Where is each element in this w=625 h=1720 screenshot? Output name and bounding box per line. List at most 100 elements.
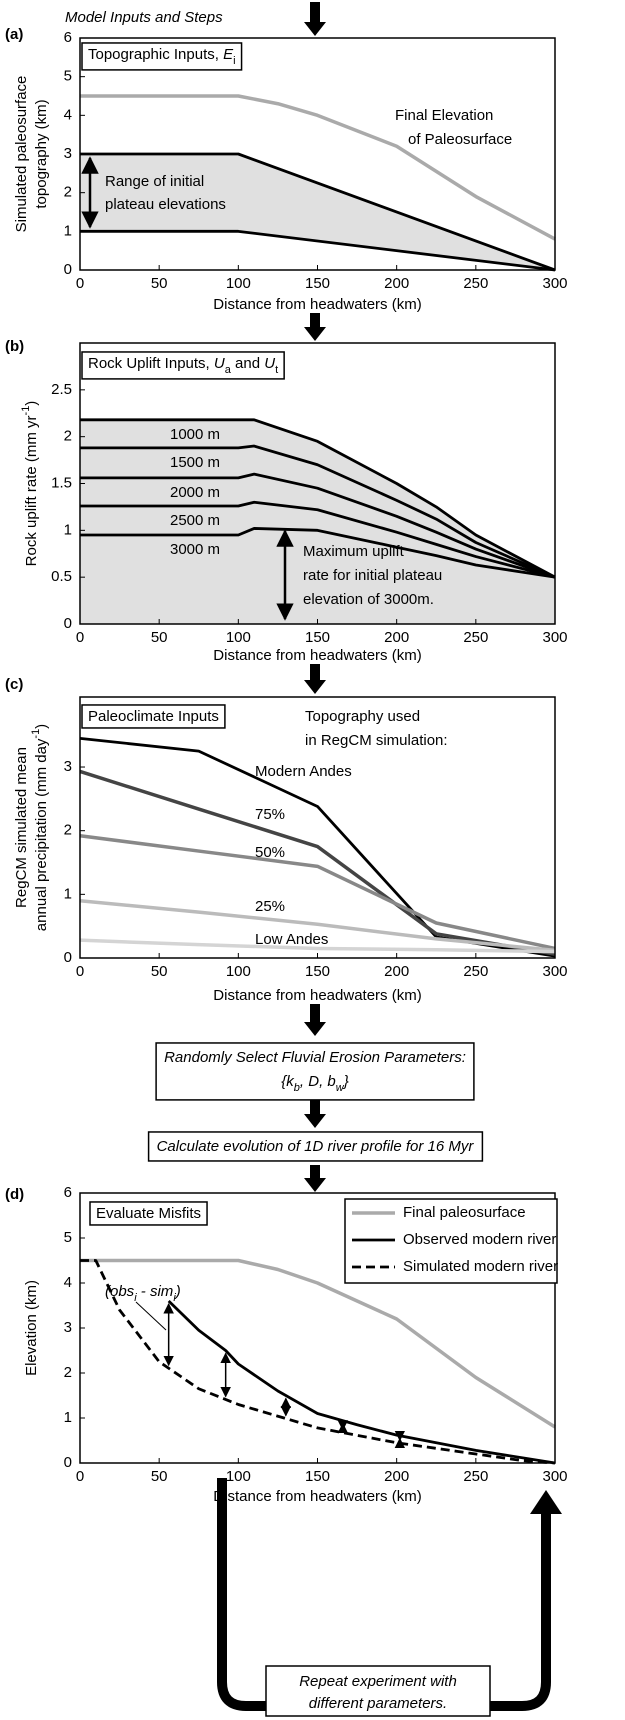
flow-arrow: [304, 2, 326, 36]
x-tick-label: 150: [305, 1468, 330, 1485]
y-tick-label: 1: [64, 521, 72, 538]
annotation: Evaluate Misfits: [96, 1205, 201, 1222]
series-line: [80, 1258, 556, 1429]
text-run: - sim: [137, 1283, 174, 1300]
text-run: -1: [30, 729, 42, 739]
flow-arrow: [304, 1094, 326, 1128]
legend-label: Final paleosurface: [403, 1204, 526, 1221]
x-tick-label: 100: [226, 1468, 251, 1485]
panel-label: (a): [5, 26, 23, 43]
annotation: Paleoclimate Inputs: [88, 708, 219, 725]
y-tick-label: 1: [64, 885, 72, 902]
series-label: 2000 m: [170, 484, 220, 501]
y-tick-label: 2: [64, 184, 72, 201]
x-tick-label: 100: [226, 963, 251, 980]
y-tick-label: 3: [64, 1319, 72, 1336]
flow-box: [155, 1042, 475, 1101]
series-label: 50%: [255, 844, 285, 861]
x-tick-label: 50: [151, 963, 168, 980]
x-tick-label: 0: [76, 629, 84, 646]
series-line: [80, 152, 556, 272]
x-tick-label: 250: [463, 963, 488, 980]
x-axis-label: Distance from headwaters (km): [213, 1488, 421, 1505]
flow-arrow: [304, 1165, 326, 1192]
y-tick-label: 0.5: [51, 568, 72, 585]
panel-label: (c): [5, 676, 23, 693]
y-tick-label: 0: [64, 949, 72, 966]
y-tick-label: 4: [64, 1274, 72, 1291]
text-run: Rock Uplift Inputs,: [88, 355, 214, 372]
series-label: Low Andes: [255, 931, 328, 948]
series-line: [80, 527, 556, 579]
y-tick-label: 5: [64, 68, 72, 85]
panel-label: (d): [5, 1186, 24, 1203]
y-axis-label: Simulated paleosurface: [13, 76, 30, 233]
x-tick-label: 200: [384, 275, 409, 292]
text-run: -1: [20, 406, 32, 416]
series-line: [80, 472, 556, 579]
annotation: Range of initial: [105, 173, 204, 190]
series-label: 75%: [255, 806, 285, 823]
series-line: [79, 898, 556, 953]
text-run: E: [223, 46, 234, 63]
flow-step-text: Randomly Select Fluvial Erosion Paramete…: [164, 1049, 466, 1066]
text-run: w: [336, 1082, 345, 1094]
loop-arrow: [488, 1512, 551, 1711]
x-tick-label: 50: [151, 1468, 168, 1485]
text-run: ): [33, 724, 50, 729]
y-tick-label: 2: [64, 822, 72, 839]
x-tick-label: 200: [384, 629, 409, 646]
x-tick-label: 200: [384, 963, 409, 980]
annotation: Topographic Inputs, Ei: [88, 46, 236, 67]
x-tick-label: 100: [226, 275, 251, 292]
y-tick-label: 0: [64, 261, 72, 278]
annotation: rate for initial plateau: [303, 567, 442, 584]
text-run: Topographic Inputs,: [88, 46, 223, 63]
flow-arrow: [304, 1004, 326, 1036]
y-tick-label: 6: [64, 29, 72, 46]
series-label: 2500 m: [170, 512, 220, 529]
text-run: U: [264, 355, 275, 372]
x-tick-label: 300: [542, 963, 567, 980]
text-run: }: [342, 1073, 349, 1090]
label-box: [81, 351, 285, 380]
series-line: [80, 444, 556, 579]
annotation: elevation of 3000m.: [303, 591, 434, 608]
text-run: ): [23, 401, 40, 406]
y-tick-label: 0: [64, 1454, 72, 1471]
series-line: [80, 500, 556, 579]
flow-step-text: {kb, D, bw}: [281, 1073, 348, 1094]
text-run: i: [173, 1292, 176, 1304]
series-line: [80, 1259, 556, 1465]
annotation: Topography used: [305, 708, 420, 725]
text-run: annual precipitation (mm day: [33, 738, 50, 931]
y-axis-label: topography (km): [33, 99, 50, 208]
text-run: b: [294, 1082, 300, 1094]
x-tick-label: 50: [151, 275, 168, 292]
flow-box: [147, 1131, 484, 1162]
x-tick-label: 0: [76, 1468, 84, 1485]
annotation: in RegCM simulation:: [305, 732, 448, 749]
series-label: 1000 m: [170, 426, 220, 443]
text-run: {k: [281, 1073, 295, 1090]
x-axis-label: Distance from headwaters (km): [213, 647, 421, 664]
text-run: and: [231, 355, 264, 372]
y-tick-label: 2: [64, 1364, 72, 1381]
shaded-range: [80, 154, 555, 270]
series-line: [80, 418, 556, 579]
x-tick-label: 0: [76, 275, 84, 292]
legend-label: Simulated modern river: [403, 1258, 558, 1275]
x-axis-label: Distance from headwaters (km): [213, 296, 421, 313]
x-tick-label: 200: [384, 1468, 409, 1485]
y-tick-label: 6: [64, 1184, 72, 1201]
repeat-box: [265, 1665, 491, 1717]
x-tick-label: 300: [542, 1468, 567, 1485]
text-run: i: [134, 1292, 137, 1304]
repeat-text: different parameters.: [309, 1695, 447, 1712]
y-axis-label: Elevation (km): [23, 1280, 40, 1376]
annotation: (obsi - simi): [105, 1283, 181, 1304]
y-tick-label: 2: [64, 428, 72, 445]
